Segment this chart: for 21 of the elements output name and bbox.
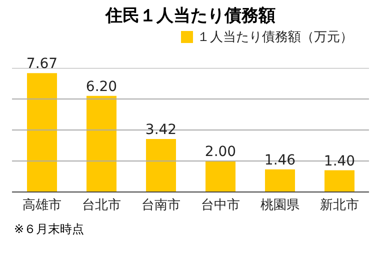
chart-title: 住民１人当たり債務額 bbox=[104, 5, 276, 28]
bar bbox=[27, 73, 57, 192]
x-tick-label: 新北市 bbox=[320, 198, 359, 214]
x-tick-label: 台中市 bbox=[200, 198, 240, 214]
x-tick-label: 台南市 bbox=[141, 198, 180, 214]
data-label: 7.67 bbox=[26, 56, 58, 72]
data-label: 1.46 bbox=[264, 152, 296, 168]
data-label: 6.20 bbox=[86, 78, 118, 95]
data-label: 1.40 bbox=[324, 153, 356, 170]
bar bbox=[86, 96, 116, 192]
bar bbox=[265, 169, 295, 192]
legend-label: １人当たり債務額（万元） bbox=[197, 30, 353, 45]
bar bbox=[146, 138, 176, 192]
bar bbox=[206, 161, 236, 192]
data-label: 3.42 bbox=[145, 122, 177, 138]
x-tick-label: 桃園県 bbox=[260, 198, 300, 214]
bar bbox=[324, 170, 354, 192]
x-tick-label: 台北市 bbox=[82, 198, 121, 214]
data-label: 2.00 bbox=[204, 144, 236, 160]
text: ※６月末時点 bbox=[14, 221, 84, 238]
x-tick-label: 高雄市 bbox=[22, 197, 62, 214]
